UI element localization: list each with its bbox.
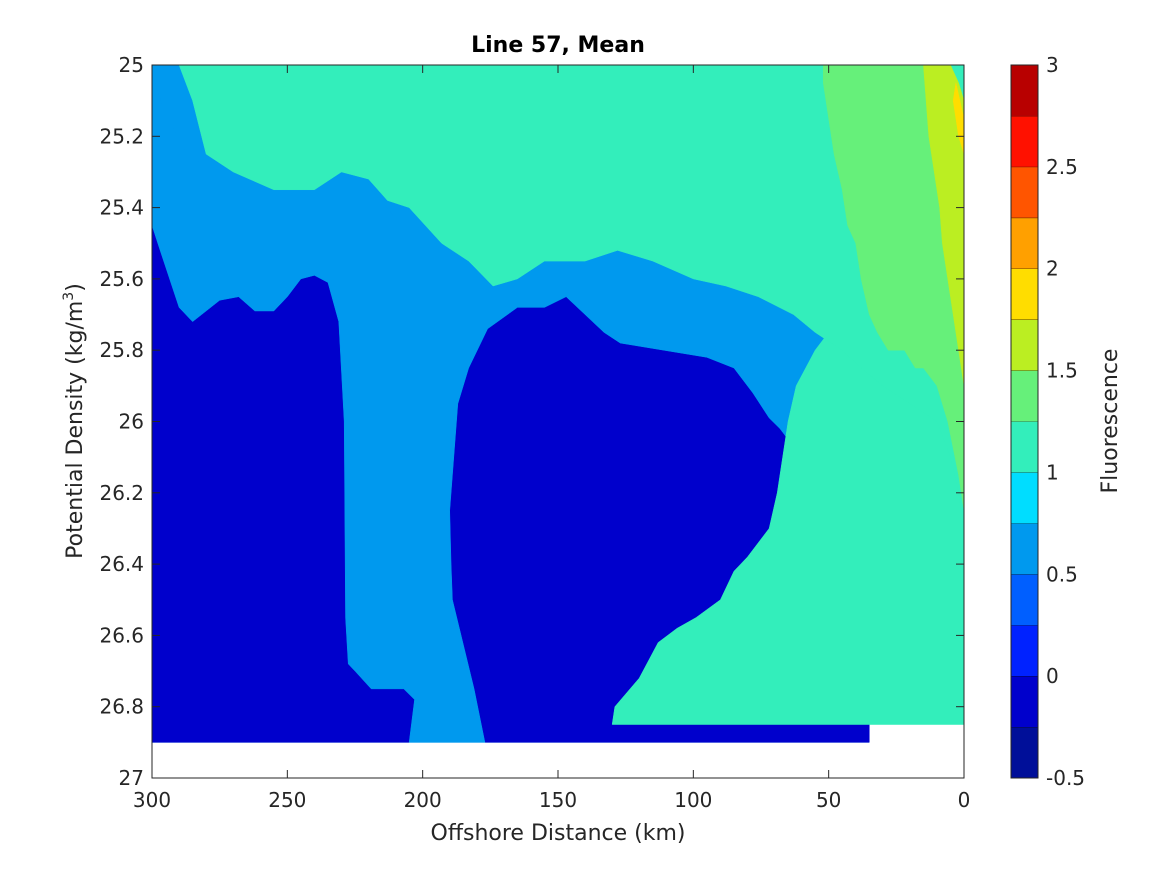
y-axis-label: Potential Density (kg/m3) bbox=[61, 283, 88, 559]
y-tick-label: 25.2 bbox=[99, 124, 144, 148]
y-tick-label: 25 bbox=[119, 53, 144, 77]
colorbar-band bbox=[1011, 217, 1038, 269]
colorbar-label: Fluorescence bbox=[1098, 349, 1123, 494]
y-tick-label: 26.6 bbox=[99, 623, 144, 647]
x-tick-label: 200 bbox=[404, 788, 442, 812]
colorbar-band bbox=[1011, 421, 1038, 473]
colorbar-tick-label: 0.5 bbox=[1046, 562, 1078, 586]
y-tick-label: 25.4 bbox=[99, 196, 144, 220]
colorbar-tick-label: 2.5 bbox=[1046, 155, 1078, 179]
y-tick-label: 25.6 bbox=[99, 267, 144, 291]
contour-region-7 bbox=[152, 65, 964, 529]
colorbar-tick-label: -0.5 bbox=[1046, 766, 1085, 790]
colorbar-band bbox=[1011, 268, 1038, 320]
x-tick-label: 150 bbox=[539, 788, 577, 812]
colorbar-band bbox=[1011, 319, 1038, 371]
x-axis-ticks: 300 250 200 150 100 50 0 bbox=[133, 65, 970, 812]
colorbar-tick-label: 1 bbox=[1046, 460, 1059, 484]
contour-region-9 bbox=[923, 65, 964, 387]
y-axis-ticks: 25 25.2 25.4 25.6 25.8 26 26.2 26.4 26.6 26.8 27 bbox=[99, 53, 964, 790]
x-tick-label: 0 bbox=[958, 788, 971, 812]
colorbar-band bbox=[1011, 625, 1038, 677]
y-tick-label: 26.8 bbox=[99, 695, 144, 719]
y-tick-label: 26.4 bbox=[99, 552, 144, 576]
y-tick-label: 26 bbox=[119, 410, 144, 434]
colorbar-band bbox=[1011, 65, 1038, 116]
x-axis-label: Offshore Distance (km) bbox=[431, 821, 686, 846]
x-tick-label: 100 bbox=[674, 788, 712, 812]
x-tick-label: 300 bbox=[133, 788, 171, 812]
colorbar-band bbox=[1011, 166, 1038, 218]
x-tick-label: 50 bbox=[816, 788, 841, 812]
y-axis-label-close: ) bbox=[63, 283, 88, 292]
colorbar-frame bbox=[1010, 64, 1039, 779]
colorbar-band bbox=[1011, 574, 1038, 626]
y-tick-label: 27 bbox=[119, 766, 144, 790]
y-axis-label-superscript: 3 bbox=[61, 292, 77, 301]
colorbar-ticks: -0.5 0 0.5 1 1.5 2 2.5 3 bbox=[1046, 53, 1085, 790]
x-tick-label: 250 bbox=[268, 788, 306, 812]
colorbar-band bbox=[1011, 472, 1038, 524]
colorbar bbox=[1011, 64, 1038, 778]
y-axis-label-text: Potential Density (kg/m bbox=[63, 301, 88, 559]
colorbar-tick-label: 2 bbox=[1046, 257, 1059, 281]
colorbar-band bbox=[1011, 115, 1038, 167]
colorbar-band bbox=[1011, 523, 1038, 575]
colorbar-tick-label: 1.5 bbox=[1046, 359, 1078, 383]
colorbar-tick-label: 0 bbox=[1046, 664, 1059, 688]
chart-title: Line 57, Mean bbox=[471, 33, 645, 58]
colorbar-band bbox=[1011, 727, 1038, 778]
colorbar-band bbox=[1011, 676, 1038, 728]
contour-layer bbox=[152, 65, 964, 743]
colorbar-tick-label: 3 bbox=[1046, 53, 1059, 77]
y-tick-label: 26.2 bbox=[99, 481, 144, 505]
colorbar-band bbox=[1011, 370, 1038, 422]
y-tick-label: 25.8 bbox=[99, 338, 144, 362]
